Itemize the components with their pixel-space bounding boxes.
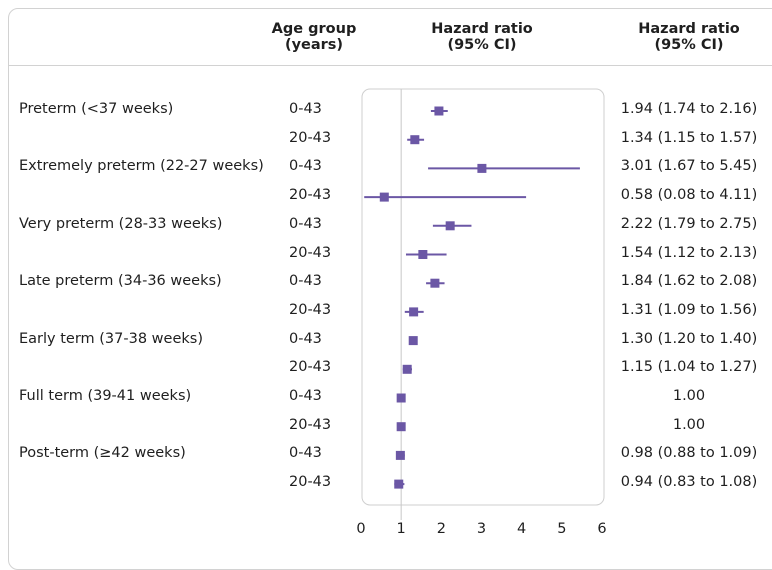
- x-tick-label-1: 1: [397, 521, 406, 537]
- point-estimate-9: [402, 364, 412, 374]
- category-label-10: Full term (39-41 weeks): [19, 388, 192, 404]
- age-group-label-10: 0-43: [289, 388, 322, 404]
- age-group-label-1: 20-43: [289, 129, 332, 146]
- x-tick-label-3: 3: [477, 521, 486, 537]
- hazard-ratio-label-4: 2.22 (1.79 to 2.75): [620, 215, 758, 232]
- point-estimate-10: [396, 393, 406, 403]
- point-estimate-0: [434, 106, 444, 116]
- category-label-2: Extremely preterm (22-27 weeks): [19, 158, 264, 175]
- category-label-12: Post-term (≥42 weeks): [19, 445, 186, 462]
- header-hazard-ratio-values-line2: (95% CI): [654, 37, 724, 53]
- point-estimate-4: [445, 221, 455, 231]
- point-estimate-3: [379, 192, 389, 202]
- header-hazard-ratio-plot: Hazard ratio (95% CI): [402, 21, 562, 53]
- table-panel: [8, 8, 772, 570]
- header-divider: [8, 65, 772, 66]
- hazard-ratio-label-5: 1.54 (1.12 to 2.13): [620, 244, 758, 261]
- point-estimate-12: [395, 450, 405, 460]
- hazard-ratio-label-6: 1.84 (1.62 to 2.08): [620, 273, 758, 290]
- plot-area-border: [361, 88, 605, 506]
- header-hazard-ratio-plot-line2: (95% CI): [447, 37, 517, 53]
- hazard-ratio-label-12: 0.98 (0.88 to 1.09): [620, 445, 758, 462]
- hazard-ratio-label-10: 1.00: [672, 388, 706, 404]
- age-group-label-11: 20-43: [289, 416, 332, 433]
- age-group-label-5: 20-43: [289, 244, 332, 261]
- category-label-8: Early term (37-38 weeks): [19, 330, 203, 347]
- hazard-ratio-label-0: 1.94 (1.74 to 2.16): [620, 101, 758, 117]
- hazard-ratio-label-3: 0.58 (0.08 to 4.11): [620, 187, 758, 204]
- category-label-6: Late preterm (34-36 weeks): [19, 273, 222, 290]
- category-label-0: Preterm (<37 weeks): [19, 101, 174, 117]
- point-estimate-8: [408, 336, 418, 346]
- age-group-label-2: 0-43: [289, 158, 322, 175]
- header-age-group-line1: Age group: [271, 21, 357, 37]
- header-age-group-line2: (years): [284, 37, 344, 53]
- age-group-label-12: 0-43: [289, 445, 322, 462]
- hazard-ratio-label-13: 0.94 (0.83 to 1.08): [620, 474, 758, 491]
- hazard-ratio-label-1: 1.34 (1.15 to 1.57): [620, 129, 758, 146]
- hazard-ratio-label-8: 1.30 (1.20 to 1.40): [620, 330, 758, 347]
- age-group-label-6: 0-43: [289, 273, 322, 290]
- point-estimate-6: [430, 278, 440, 288]
- forest-plot: 0 1 2 3 4 5 6: [356, 88, 607, 537]
- age-group-label-4: 0-43: [289, 215, 322, 232]
- hazard-ratio-label-7: 1.31 (1.09 to 1.56): [620, 301, 758, 318]
- point-estimate-7: [409, 307, 419, 317]
- hazard-ratio-label-2: 3.01 (1.67 to 5.45): [620, 158, 758, 175]
- x-tick-label-6: 6: [597, 521, 606, 537]
- x-tick-label-0: 0: [356, 521, 365, 537]
- point-estimate-1: [410, 135, 420, 145]
- point-estimate-5: [418, 250, 428, 259]
- header-hazard-ratio-values: Hazard ratio (95% CI): [606, 21, 772, 53]
- x-tick-label-5: 5: [557, 521, 566, 537]
- header-age-group: Age group (years): [262, 21, 366, 53]
- hazard-ratio-label-9: 1.15 (1.04 to 1.27): [620, 359, 758, 376]
- hazard-ratio-label-11: 1.00: [672, 416, 706, 433]
- point-estimate-13: [394, 479, 404, 489]
- age-group-label-9: 20-43: [289, 359, 332, 376]
- age-group-label-0: 0-43: [289, 101, 322, 117]
- age-group-label-8: 0-43: [289, 330, 322, 347]
- point-estimate-11: [396, 422, 406, 432]
- x-tick-label-2: 2: [437, 521, 446, 537]
- header-hazard-ratio-plot-line1: Hazard ratio: [431, 21, 533, 37]
- age-group-label-13: 20-43: [289, 474, 332, 491]
- category-label-4: Very preterm (28-33 weeks): [19, 215, 223, 232]
- age-group-label-3: 20-43: [289, 187, 332, 204]
- point-estimate-2: [477, 163, 487, 173]
- age-group-label-7: 20-43: [289, 301, 332, 318]
- x-tick-label-4: 4: [517, 521, 526, 537]
- header-hazard-ratio-values-line1: Hazard ratio: [638, 21, 740, 37]
